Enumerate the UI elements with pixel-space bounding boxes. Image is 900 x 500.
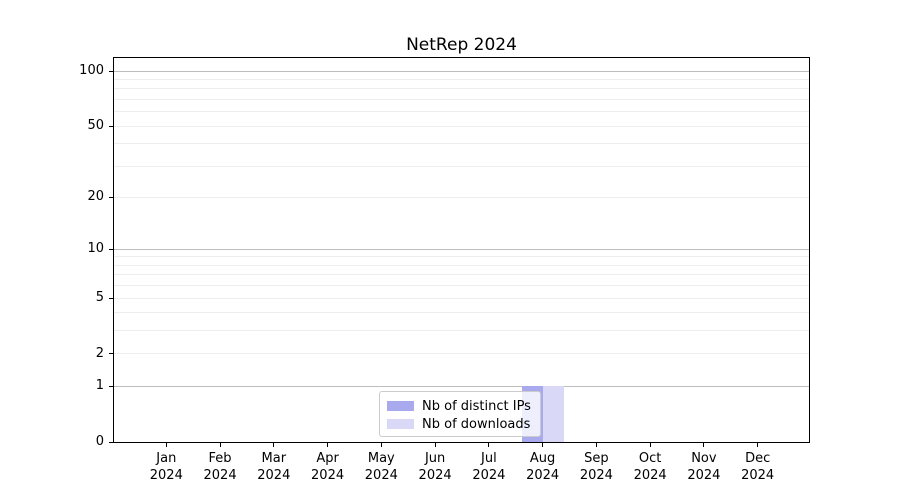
gridline-minor xyxy=(114,111,809,113)
x-tick xyxy=(542,443,544,447)
x-tick-label: Sep 2024 xyxy=(579,451,613,483)
gridline-minor xyxy=(114,196,809,198)
gridline-minor xyxy=(114,256,809,258)
y-tick xyxy=(109,196,113,198)
y-tick xyxy=(109,125,113,127)
y-tick xyxy=(109,248,113,250)
gridline-minor xyxy=(114,88,809,90)
plot-area: Nb of distinct IPs Nb of downloads 0 1 2 5 1… xyxy=(79,57,810,483)
x-tick-label: Jan 2024 xyxy=(149,451,183,483)
legend-entry-distinct-ips: Nb of distinct IPs xyxy=(387,397,540,415)
y-tick-label: 50 xyxy=(87,118,104,134)
legend-swatch-downloads xyxy=(387,419,414,429)
x-tick-label: Aug 2024 xyxy=(526,451,560,483)
x-tick xyxy=(649,443,651,447)
gridline-minor xyxy=(114,330,809,332)
y-tick xyxy=(109,297,113,299)
gridline-minor xyxy=(114,312,809,314)
x-tick xyxy=(488,443,490,447)
gridline-minor xyxy=(114,274,809,276)
y-tick-label: 1 xyxy=(95,378,104,394)
gridline-major xyxy=(114,70,809,72)
x-tick-label: Mar 2024 xyxy=(257,451,291,483)
x-tick-label: Feb 2024 xyxy=(203,451,237,483)
legend-swatch-distinct-ips xyxy=(387,401,414,411)
y-tick xyxy=(109,441,113,443)
gridline-minor xyxy=(114,79,809,81)
gridline-minor xyxy=(114,264,809,266)
y-tick-label: 100 xyxy=(79,63,104,79)
gridline-major xyxy=(114,248,809,250)
x-tick xyxy=(273,443,275,447)
gridline-major xyxy=(114,385,809,387)
legend-label-downloads: Nb of downloads xyxy=(422,416,531,432)
x-tick xyxy=(595,443,597,447)
y-tick-label: 20 xyxy=(87,189,104,205)
x-tick-label: Dec 2024 xyxy=(741,451,775,483)
x-tick-label: Nov 2024 xyxy=(687,451,721,483)
x-tick xyxy=(327,443,329,447)
y-tick xyxy=(109,353,113,355)
y-tick-label: 5 xyxy=(95,290,104,306)
bar-downloads xyxy=(542,386,564,442)
x-tick xyxy=(165,443,167,447)
y-tick xyxy=(109,70,113,72)
x-tick xyxy=(380,443,382,447)
legend: Nb of distinct IPs Nb of downloads xyxy=(379,391,541,437)
legend-label-distinct-ips: Nb of distinct IPs xyxy=(422,398,531,414)
gridline-minor xyxy=(114,353,809,355)
x-tick-label: Jun 2024 xyxy=(418,451,452,483)
x-tick xyxy=(703,443,705,447)
x-tick xyxy=(757,443,759,447)
x-tick-label: Apr 2024 xyxy=(311,451,345,483)
gridline-minor xyxy=(114,125,809,127)
gridline-minor xyxy=(114,297,809,299)
x-tick-label: Oct 2024 xyxy=(633,451,667,483)
gridline-minor xyxy=(114,98,809,100)
x-tick-label: May 2024 xyxy=(364,451,398,483)
gridline-minor xyxy=(114,285,809,287)
chart-title: NetRep 2024 xyxy=(406,35,517,55)
y-tick-label: 2 xyxy=(95,345,104,361)
legend-entry-downloads: Nb of downloads xyxy=(387,415,540,433)
y-tick-label: 0 xyxy=(95,434,104,449)
x-tick-label: Jul 2024 xyxy=(472,451,506,483)
y-tick xyxy=(109,385,113,387)
gridline-minor xyxy=(114,143,809,145)
y-tick-label: 10 xyxy=(87,241,104,257)
x-tick xyxy=(219,443,221,447)
gridline-minor xyxy=(114,165,809,167)
x-tick xyxy=(434,443,436,447)
